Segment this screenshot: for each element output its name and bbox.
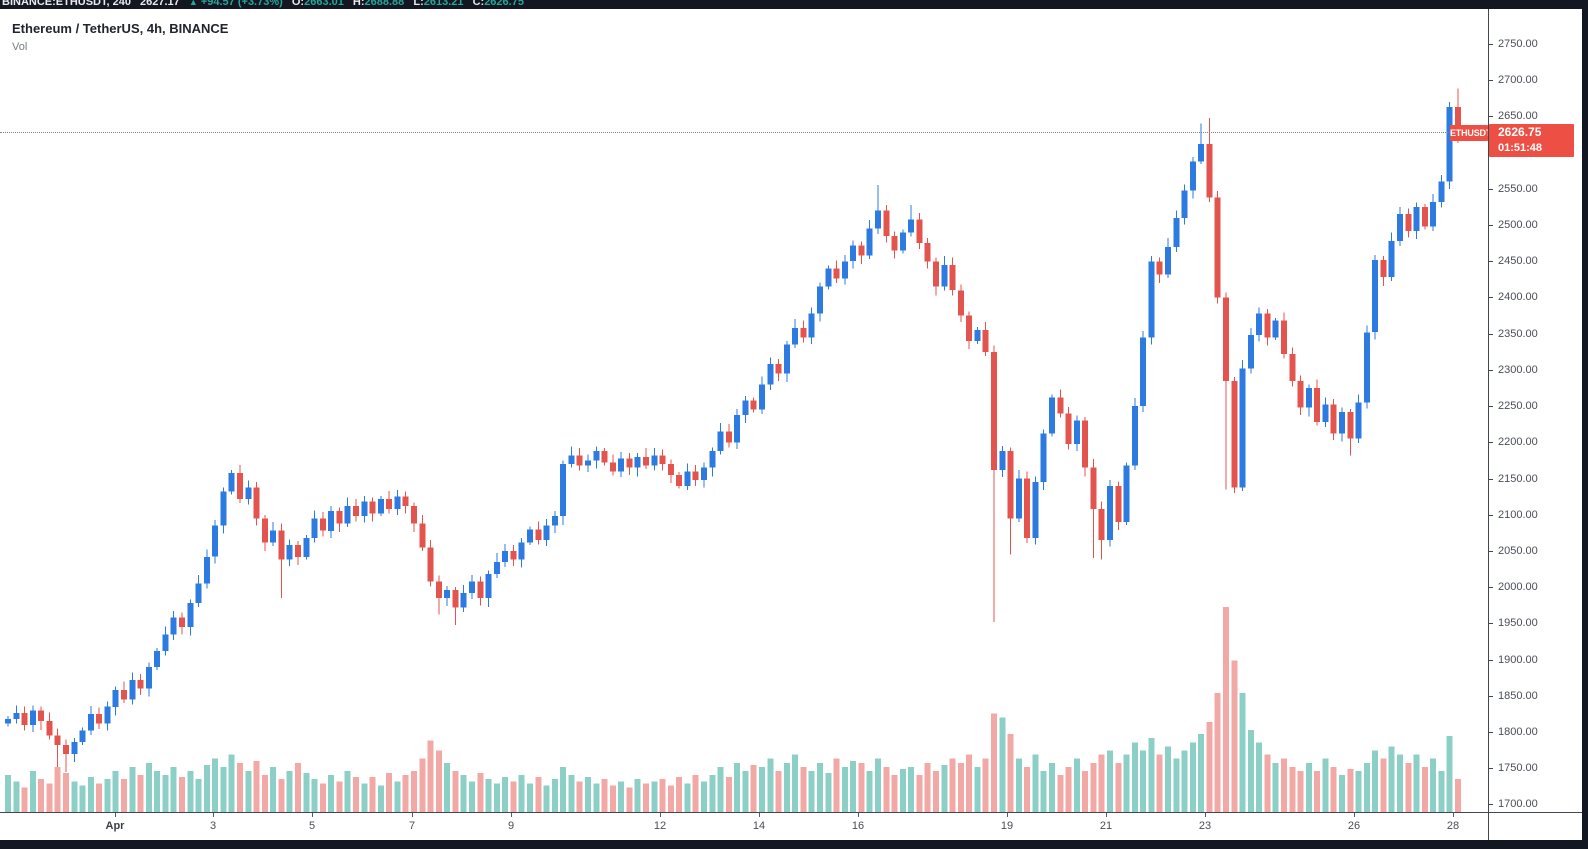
up-arrow-icon: ▲ xyxy=(188,0,198,7)
chart-title[interactable]: Ethereum / TetherUS, 4h, BINANCE xyxy=(12,21,229,36)
high-value: 2688.88 xyxy=(364,0,405,8)
status-bar: BINANCE:ETHUSDT, 240 2627.17 ▲ +94.57 (+… xyxy=(0,0,1588,9)
bottom-toolbar-strip xyxy=(0,840,1588,849)
chart-legend: Ethereum / TetherUS, 4h, BINANCE Vol xyxy=(12,21,228,54)
close-label: C: xyxy=(472,0,485,8)
open-label: O: xyxy=(291,0,305,8)
bar-countdown: 01:51:48 xyxy=(1498,142,1543,154)
price-axis[interactable]: 2750.002700.002650.002600.002550.002500.… xyxy=(1489,9,1582,812)
candlestick-chart[interactable] xyxy=(0,0,1488,812)
candles-series xyxy=(5,88,1461,772)
low-value: 2613.21 xyxy=(423,0,464,8)
close-value: 2626.75 xyxy=(484,0,524,8)
price-axis-border xyxy=(1488,9,1489,840)
volume-series xyxy=(5,607,1461,812)
last-price-value: 2626.75 xyxy=(1498,125,1542,139)
symbol-price-tag: ETHUSDT xyxy=(1450,125,1491,141)
symbol-interval-text: BINANCE:ETHUSDT, 240 xyxy=(2,0,131,8)
last-price-text: 2627.17 xyxy=(140,0,180,8)
last-price-label: 2626.75 01:51:48 xyxy=(1489,124,1574,157)
high-label: H: xyxy=(352,0,365,8)
right-edge-strip xyxy=(1582,0,1588,849)
change-text: +94.57 (+3.73%) xyxy=(200,0,283,8)
time-axis[interactable]: Apr 3 5 7 9 12 14 16 19 21 23 26 28 xyxy=(0,812,1582,841)
volume-indicator-label[interactable]: Vol xyxy=(12,41,28,53)
low-label: L: xyxy=(413,0,424,8)
open-value: 2663.01 xyxy=(304,0,344,8)
